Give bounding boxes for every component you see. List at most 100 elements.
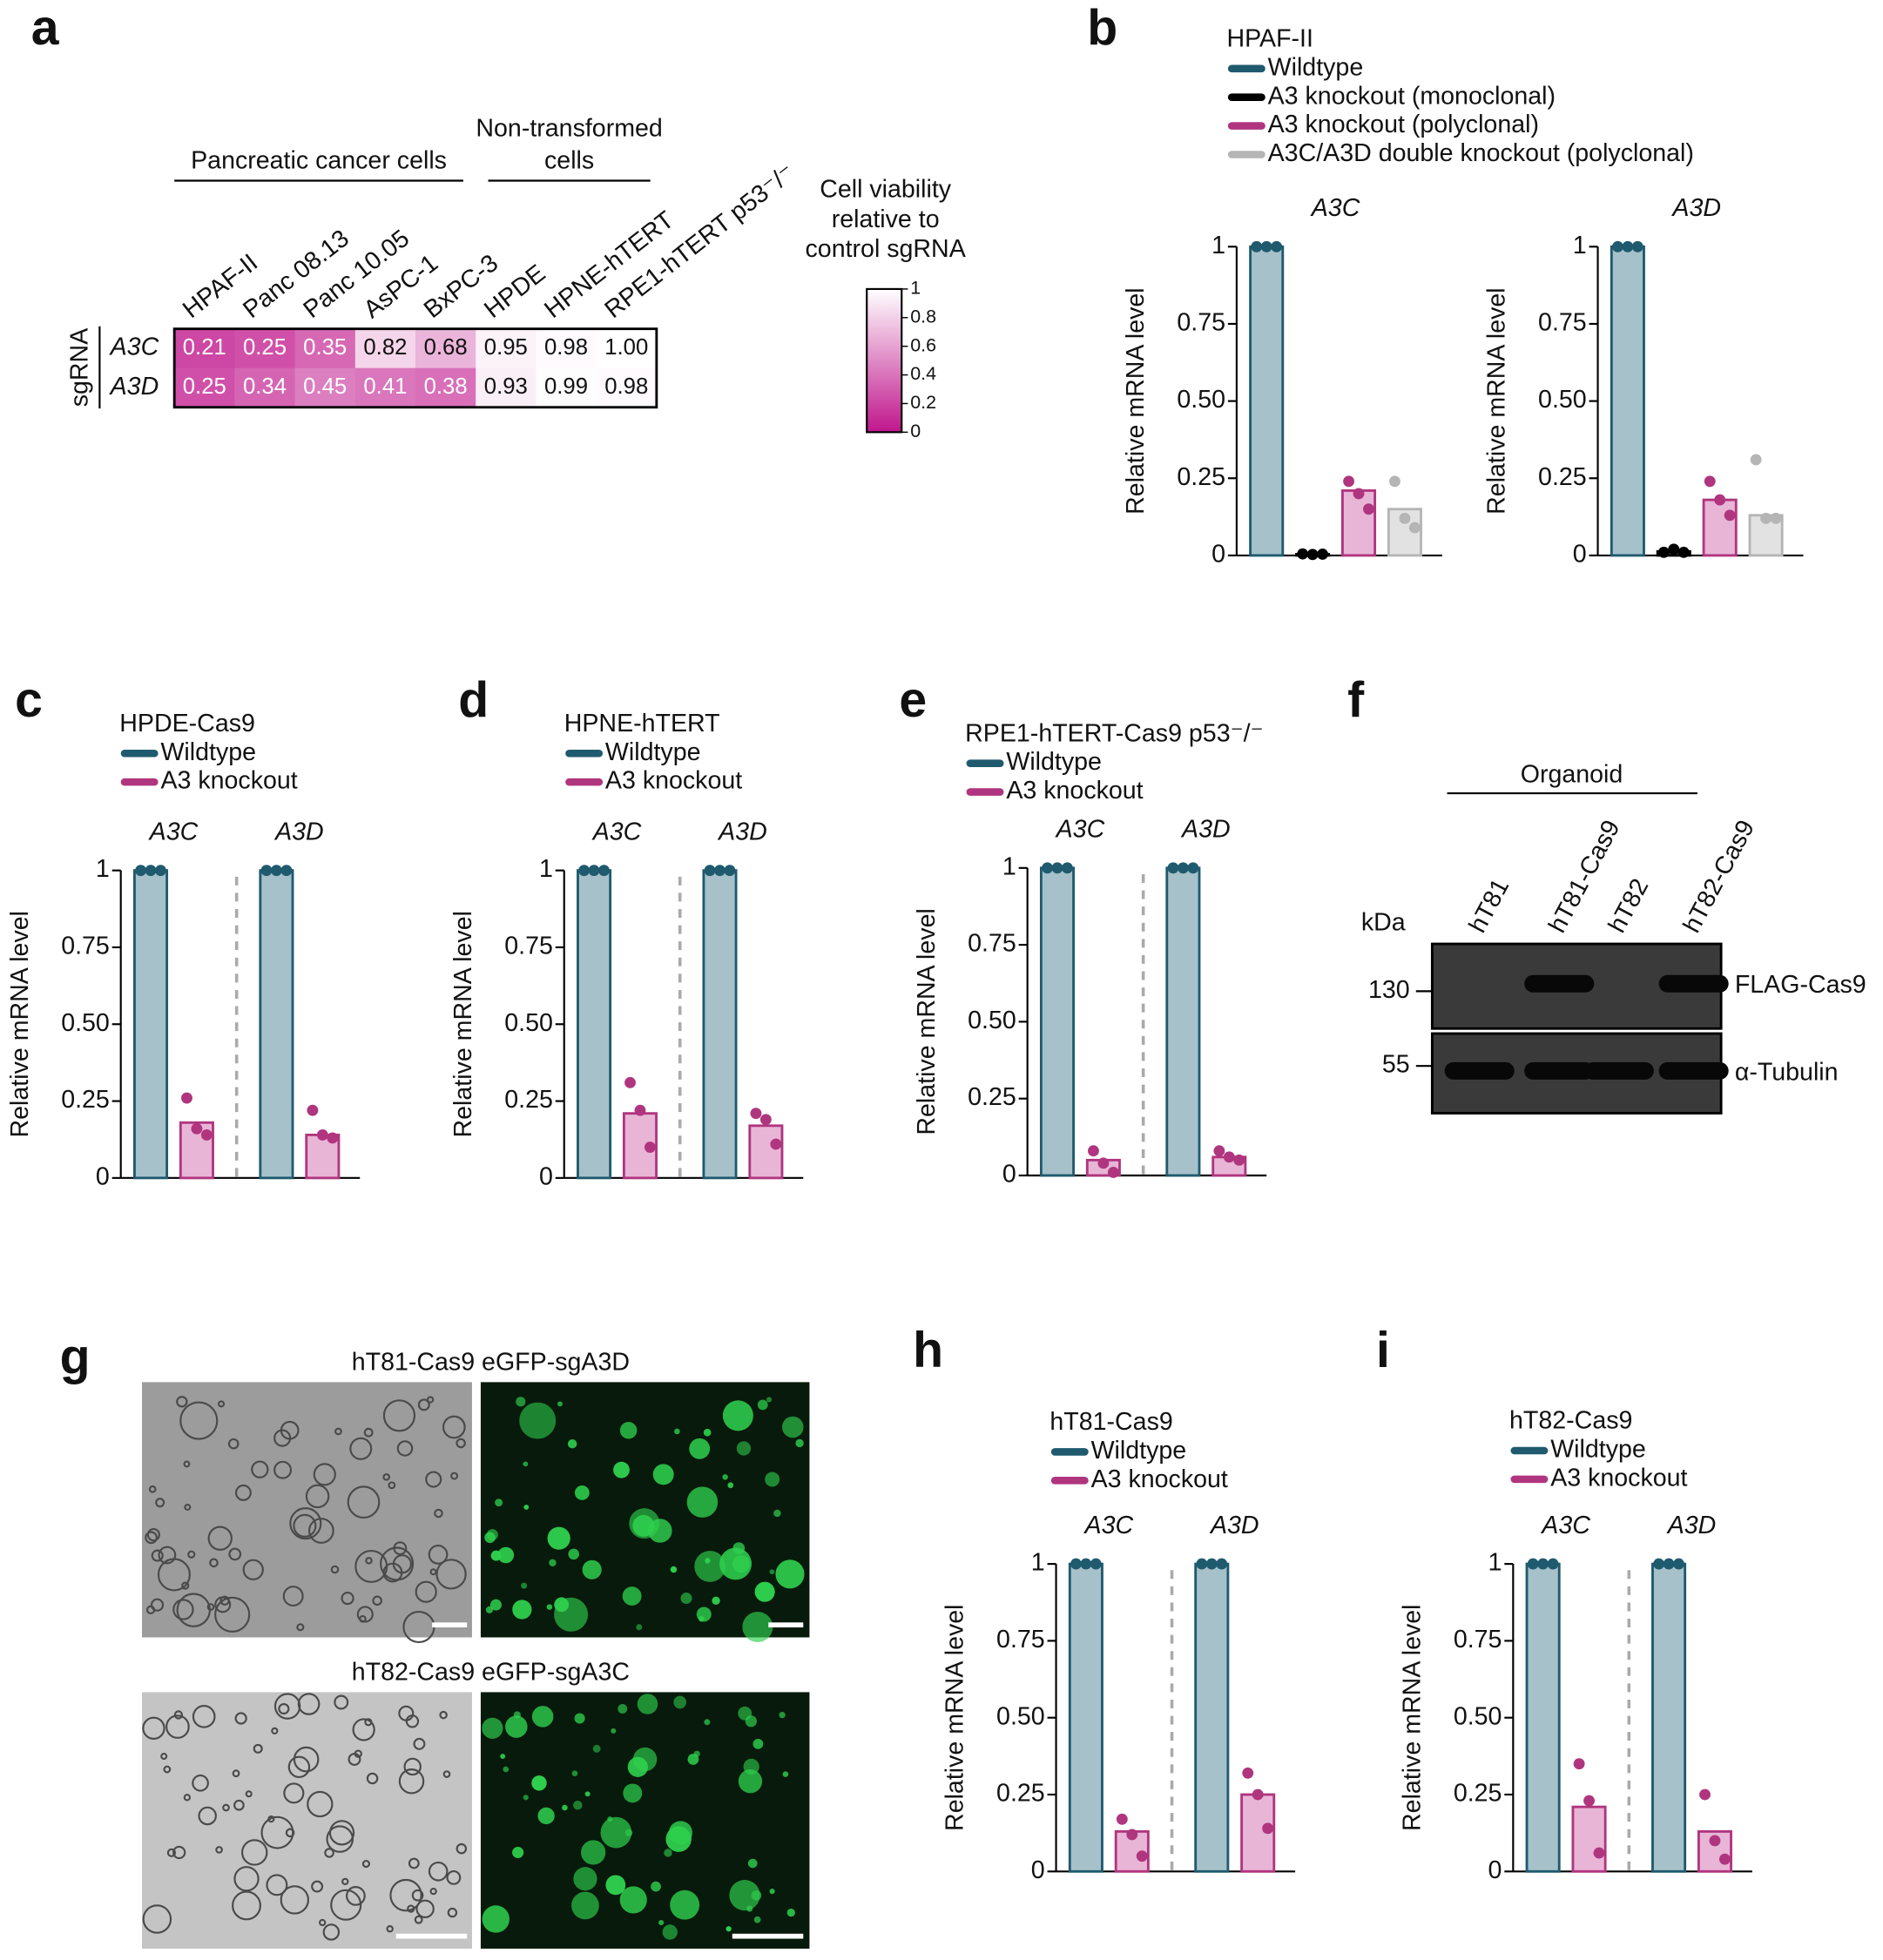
organoid-gfp xyxy=(664,1849,672,1857)
y-tick-label: 1 xyxy=(1211,232,1225,259)
organoid-gfp xyxy=(523,1461,529,1467)
heatmap-cell xyxy=(234,328,296,369)
bar xyxy=(1165,866,1201,1177)
organoid xyxy=(234,1712,247,1725)
replicate-dot xyxy=(1622,240,1634,253)
y-tick-label: 1 xyxy=(1488,1549,1502,1577)
bar xyxy=(259,869,294,1180)
organoid-gfp xyxy=(531,1706,554,1728)
replicate-dot xyxy=(770,1138,782,1150)
organoid-gfp xyxy=(722,1400,753,1431)
organoid xyxy=(388,1481,396,1490)
legend-label: Wildtype xyxy=(605,738,701,766)
legend-label: Wildtype xyxy=(1550,1436,1646,1464)
organoid-gfp xyxy=(753,1916,761,1923)
row-label: A3D xyxy=(109,373,159,401)
organoid xyxy=(207,1526,233,1551)
organoid-gfp xyxy=(547,1526,570,1550)
replicate-dot xyxy=(1750,454,1762,466)
organoid xyxy=(289,1507,322,1540)
replicate-dot xyxy=(1673,1558,1684,1570)
organoid-gfp xyxy=(574,1713,585,1724)
organoid-gfp xyxy=(743,1758,759,1775)
micrograph xyxy=(142,1692,472,1949)
organoid xyxy=(253,1743,263,1754)
heatmap-cell xyxy=(294,328,356,369)
organoid xyxy=(389,1878,422,1912)
y-tick-label: 0.75 xyxy=(1177,308,1225,336)
organoid xyxy=(271,1727,279,1734)
panel-letter: g xyxy=(60,1330,91,1385)
y-tick-label: 0.50 xyxy=(1454,1702,1502,1730)
replicate-dot xyxy=(1770,512,1782,524)
organoid-gfp xyxy=(482,1717,503,1739)
organoid-gfp xyxy=(592,1744,601,1753)
organoid xyxy=(278,1702,290,1715)
bar xyxy=(1249,245,1285,557)
organoid-gfp xyxy=(754,1581,775,1602)
marker-label: 55 xyxy=(1382,1051,1410,1079)
y-tick-label: 0 xyxy=(1573,540,1587,568)
bar xyxy=(132,869,169,1180)
group-label: Pancreatic cancer cells xyxy=(191,147,447,175)
y-tick-label: 0.25 xyxy=(968,1083,1016,1111)
band xyxy=(1444,1061,1515,1080)
organoid-gfp xyxy=(665,1826,692,1852)
replicate-dot xyxy=(1317,549,1328,560)
organoid-gfp xyxy=(554,1597,589,1632)
micrograph xyxy=(480,1382,810,1642)
organoid-gfp xyxy=(699,1616,705,1622)
organoid xyxy=(172,1845,186,1860)
y-tick-label: 1 xyxy=(1002,852,1016,880)
organoid xyxy=(233,1866,260,1892)
y-tick-label: 1 xyxy=(1031,1549,1045,1577)
replicate-dot xyxy=(1583,1795,1595,1807)
organoid xyxy=(232,1769,240,1778)
organoid-gfp xyxy=(781,1416,804,1438)
colorbar-tick-label: 1 xyxy=(910,278,921,299)
replicate-dot xyxy=(327,1132,339,1144)
y-tick-label: 1 xyxy=(1573,232,1587,259)
replicate-dot xyxy=(1547,1558,1559,1570)
colorbar xyxy=(866,287,903,434)
organoid-gfp xyxy=(636,1624,643,1631)
bar xyxy=(1194,1562,1230,1873)
organoid xyxy=(184,1504,192,1511)
organoid xyxy=(297,1693,321,1715)
organoid-gfp xyxy=(757,1399,768,1411)
replicate-dot xyxy=(1070,1558,1082,1570)
bar xyxy=(1571,1805,1607,1873)
organoid xyxy=(232,1890,261,1921)
organoid-gfp xyxy=(600,1816,632,1849)
organoid xyxy=(439,1710,448,1720)
organoid xyxy=(326,1825,354,1853)
brightfield xyxy=(142,1692,472,1949)
y-tick-label: 0.50 xyxy=(996,1702,1045,1730)
replicate-dot xyxy=(1699,1788,1711,1801)
organoid-gfp xyxy=(537,1807,555,1825)
organoid-gfp xyxy=(523,1795,529,1801)
replicate-dot xyxy=(1573,1758,1585,1770)
legend-label: A3 knockout xyxy=(1006,777,1143,805)
organoid-gfp xyxy=(747,1858,758,1869)
organoid xyxy=(293,1513,317,1538)
replicate-dot xyxy=(578,865,591,877)
organoid-gfp xyxy=(662,1924,678,1940)
replicate-dot xyxy=(1389,475,1400,488)
bar xyxy=(748,1124,784,1180)
group-title: A3C xyxy=(1540,1512,1590,1539)
organoid-gfp xyxy=(546,1604,553,1610)
row-title: sgRNA xyxy=(65,328,93,407)
cell-label: 0.25 xyxy=(183,374,226,399)
micrograph xyxy=(142,1382,472,1644)
organoid-gfp xyxy=(584,1791,591,1797)
micrograph-title: hT81-Cas9 eGFP-sgA3D xyxy=(352,1348,630,1376)
colorbar-title: Cell viability xyxy=(820,175,952,203)
replicate-dot xyxy=(260,865,273,877)
organoid xyxy=(346,1886,366,1906)
y-tick-label: 0.50 xyxy=(1538,386,1587,414)
organoid-gfp xyxy=(704,1719,711,1726)
replicate-dot xyxy=(145,865,157,877)
group-title: A3C xyxy=(1055,815,1105,843)
